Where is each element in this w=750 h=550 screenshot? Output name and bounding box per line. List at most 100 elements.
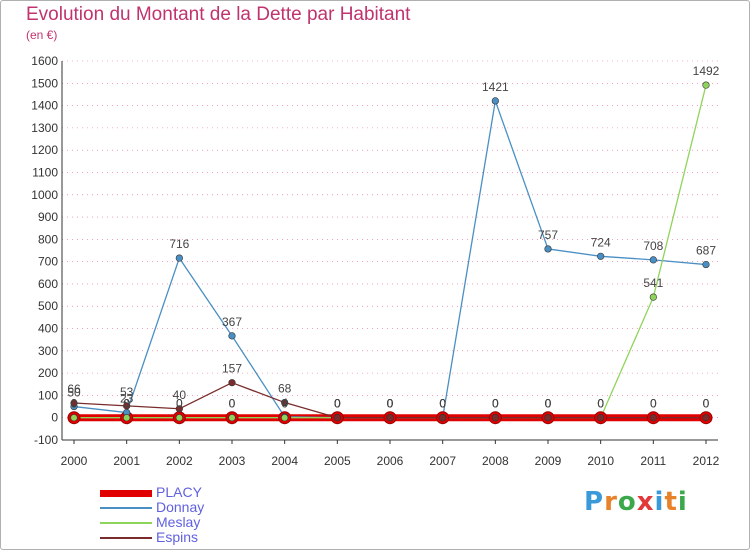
data-point-donnay bbox=[228, 332, 236, 340]
legend-label-placy: PLACY bbox=[156, 484, 202, 500]
legend-swatch-meslay bbox=[100, 522, 152, 524]
logo-letter: o bbox=[617, 487, 637, 517]
x-tick-label: 2007 bbox=[429, 454, 456, 468]
data-point-espins bbox=[70, 399, 78, 407]
data-label-donnay: 367 bbox=[222, 315, 242, 329]
logo-letter: i bbox=[677, 487, 688, 517]
data-label-donnay: 708 bbox=[643, 239, 663, 253]
data-point-espins bbox=[439, 414, 447, 422]
data-point-meslay bbox=[702, 81, 710, 89]
data-label-placy: 0 bbox=[387, 397, 394, 411]
y-tick-label: 700 bbox=[38, 255, 58, 269]
line-chart: -100010020030040050060070080090010001100… bbox=[31, 54, 720, 468]
legend-label-meslay: Meslay bbox=[156, 514, 201, 530]
data-label-espins: 0 bbox=[703, 397, 710, 411]
x-tick-label: 2001 bbox=[113, 454, 140, 468]
data-label-placy: 0 bbox=[71, 397, 78, 411]
data-point-meslay bbox=[649, 293, 657, 301]
x-tick-label: 2000 bbox=[61, 454, 88, 468]
data-label-meslay: 0 bbox=[597, 397, 604, 411]
x-tick-label: 2011 bbox=[640, 454, 666, 468]
x-tick-label: 2012 bbox=[693, 454, 720, 468]
data-point-meslay bbox=[281, 414, 289, 422]
data-label-placy: 0 bbox=[597, 397, 604, 411]
y-tick-label: 1200 bbox=[31, 143, 58, 157]
data-label-placy: 0 bbox=[650, 397, 657, 411]
logo-letter: r bbox=[604, 487, 618, 517]
data-label-meslay: 0 bbox=[123, 397, 130, 411]
data-point-donnay bbox=[544, 245, 552, 253]
data-label-donnay: 716 bbox=[169, 237, 189, 251]
data-label-placy: 0 bbox=[123, 397, 130, 411]
data-label-donnay: 724 bbox=[591, 235, 611, 249]
data-label-donnay: 0 bbox=[334, 397, 341, 411]
legend-label-donnay: Donnay bbox=[156, 499, 205, 515]
y-tick-label: 800 bbox=[38, 232, 58, 246]
data-label-espins: 0 bbox=[492, 397, 499, 411]
data-label-meslay: 0 bbox=[387, 397, 394, 411]
x-tick-label: 2006 bbox=[377, 454, 404, 468]
data-label-donnay: 1421 bbox=[482, 80, 509, 94]
data-label-meslay: 0 bbox=[492, 397, 499, 411]
data-label-placy: 0 bbox=[176, 397, 183, 411]
data-point-espins bbox=[702, 414, 710, 422]
data-label-espins: 0 bbox=[650, 397, 657, 411]
data-label-placy: 0 bbox=[492, 397, 499, 411]
x-tick-label: 2008 bbox=[482, 454, 509, 468]
data-label-espins: 0 bbox=[387, 397, 394, 411]
y-tick-label: 100 bbox=[38, 388, 58, 402]
data-label-espins: 157 bbox=[222, 362, 242, 376]
y-tick-label: 200 bbox=[38, 366, 58, 380]
y-tick-label: 0 bbox=[51, 411, 58, 425]
chart-title: Evolution du Montant de la Dette par Hab… bbox=[26, 4, 411, 25]
data-label-espins: 0 bbox=[597, 397, 604, 411]
legend-swatch-placy bbox=[100, 490, 152, 497]
data-label-espins: 0 bbox=[439, 397, 446, 411]
data-label-espins: 40 bbox=[173, 388, 187, 402]
data-point-meslay bbox=[70, 414, 78, 422]
data-label-espins: 53 bbox=[120, 385, 134, 399]
y-tick-label: 1100 bbox=[32, 165, 58, 179]
logo-letter: i bbox=[654, 487, 665, 517]
legend-label-espins: Espins bbox=[156, 529, 199, 545]
series-line-donnay bbox=[73, 100, 707, 419]
data-point-espins bbox=[228, 379, 236, 387]
data-label-placy: 0 bbox=[703, 397, 710, 411]
x-tick-label: 2010 bbox=[587, 454, 614, 468]
y-tick-label: 1500 bbox=[31, 76, 58, 90]
data-point-donnay bbox=[649, 256, 657, 264]
data-point-espins bbox=[123, 402, 131, 410]
y-tick-label: 500 bbox=[38, 299, 58, 313]
data-point-espins bbox=[175, 405, 183, 413]
series-line-meslay bbox=[74, 84, 707, 419]
x-tick-label: 2004 bbox=[271, 454, 298, 468]
data-label-meslay: 0 bbox=[281, 397, 288, 411]
data-label-espins: 68 bbox=[278, 382, 292, 396]
data-point-espins bbox=[333, 414, 341, 422]
y-tick-label: 900 bbox=[38, 210, 58, 224]
data-label-meslay: 0 bbox=[176, 397, 183, 411]
data-point-donnay bbox=[491, 97, 499, 105]
data-label-meslay: 0 bbox=[545, 397, 552, 411]
data-label-meslay: 0 bbox=[334, 397, 341, 411]
data-label-placy: 0 bbox=[545, 397, 552, 411]
x-tick-label: 2003 bbox=[219, 454, 246, 468]
x-tick-label: 2005 bbox=[324, 454, 351, 468]
data-point-espins bbox=[386, 414, 394, 422]
legend-swatch-donnay bbox=[100, 507, 152, 509]
y-tick-label: -100 bbox=[34, 433, 58, 447]
data-label-donnay: 0 bbox=[439, 397, 446, 411]
data-point-donnay bbox=[702, 260, 710, 269]
data-label-espins: 0 bbox=[334, 397, 341, 411]
data-label-placy: 0 bbox=[281, 397, 288, 411]
y-tick-label: 1300 bbox=[31, 121, 58, 135]
data-point-espins bbox=[597, 414, 605, 422]
data-point-espins bbox=[281, 398, 289, 407]
data-point-espins bbox=[544, 414, 552, 422]
data-label-meslay: 541 bbox=[643, 276, 663, 290]
x-tick-label: 2002 bbox=[166, 454, 193, 468]
y-tick-label: 400 bbox=[38, 322, 58, 336]
data-label-donnay: 687 bbox=[696, 244, 716, 258]
data-label-placy: 0 bbox=[334, 397, 341, 411]
